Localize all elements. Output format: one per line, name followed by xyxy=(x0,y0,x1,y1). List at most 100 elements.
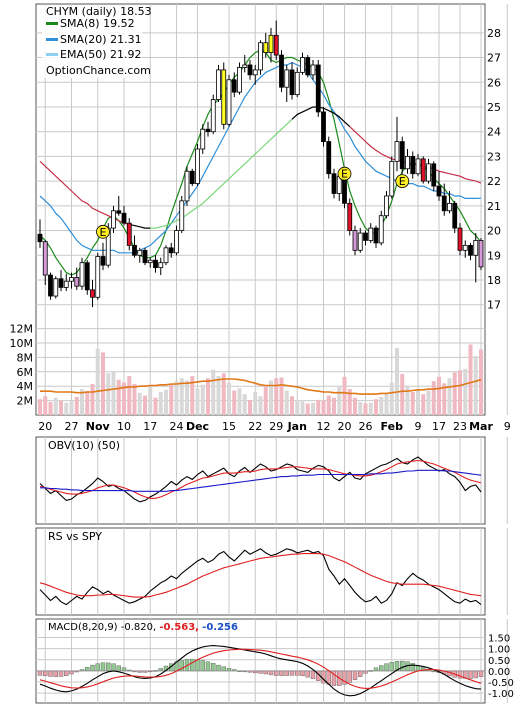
macd-panel xyxy=(35,618,486,704)
volume-bar xyxy=(248,399,252,415)
volume-bar xyxy=(421,394,426,415)
macd-histogram-bar xyxy=(69,670,74,675)
volume-bar xyxy=(468,344,473,415)
candle-body xyxy=(436,185,442,197)
macd-histogram-bar xyxy=(410,663,415,672)
candle-body xyxy=(457,227,463,251)
volume-bar xyxy=(242,394,247,415)
volume-bar xyxy=(332,397,336,415)
x-tick-label: Jan xyxy=(287,420,307,433)
earnings-marker xyxy=(337,166,352,181)
price-tick-label: 21 xyxy=(487,200,501,213)
price-tick-label: 20 xyxy=(487,225,501,238)
volume-bar xyxy=(274,378,279,415)
candle-body xyxy=(189,170,195,184)
volume-bar xyxy=(148,386,153,415)
volume-bar xyxy=(48,402,53,415)
candle-body xyxy=(126,222,132,246)
candle-body xyxy=(363,232,368,241)
volume-bar xyxy=(74,397,79,415)
volume-bar xyxy=(305,403,310,415)
chart-title: CHYM (daily) 18.53 xyxy=(46,5,152,18)
volume-bar xyxy=(279,377,284,415)
candle-body xyxy=(237,67,242,93)
volume-bar xyxy=(374,399,378,415)
candle-body xyxy=(273,34,279,56)
volume-bar xyxy=(127,376,132,415)
candle-body xyxy=(179,200,185,231)
candle-body xyxy=(53,278,59,297)
macd-histogram-bar xyxy=(389,662,394,672)
macd-histogram-bar xyxy=(473,670,478,679)
volume-bar xyxy=(195,388,200,415)
candle-body xyxy=(200,128,206,150)
macd-tick-label: 0.50 xyxy=(488,656,510,667)
candle-body xyxy=(69,277,74,282)
macd-tick-label: -1.00 xyxy=(488,689,514,700)
rs_ma-line xyxy=(39,553,482,598)
candle-body xyxy=(305,57,311,76)
price-tick-label: 23 xyxy=(487,150,501,163)
candle-body xyxy=(315,64,321,113)
candle-body xyxy=(263,42,269,54)
candle-body xyxy=(410,156,416,175)
volume-bar xyxy=(300,401,305,415)
volume-bar xyxy=(143,395,147,415)
candle-body xyxy=(462,244,468,251)
price-tick-label: 18 xyxy=(487,274,501,287)
candle-body xyxy=(147,259,153,264)
candle-body xyxy=(426,163,431,182)
volume-bar xyxy=(342,376,347,415)
volume-bar xyxy=(258,396,263,415)
volume-bar xyxy=(290,396,294,415)
candle-body xyxy=(357,232,363,251)
candle-body xyxy=(310,64,316,76)
candle-body xyxy=(48,274,53,297)
volume-bar xyxy=(284,390,289,415)
candle-body xyxy=(42,241,48,276)
watermark: OptionChance.com xyxy=(46,64,151,77)
macd-histogram-bar xyxy=(457,670,463,679)
candle-body xyxy=(184,170,190,202)
earnings-markers: E E E xyxy=(96,166,410,239)
volume-bar xyxy=(442,383,447,415)
volume-bar xyxy=(447,378,452,415)
candle-body xyxy=(74,277,80,287)
candle-body xyxy=(384,195,389,217)
sma8-legend: SMA(8) 19.52 xyxy=(60,17,135,30)
macd-tick-label: 1.00 xyxy=(488,645,510,656)
candle-body xyxy=(168,247,174,254)
candle-body xyxy=(142,249,148,264)
volume-ma-line xyxy=(40,378,482,395)
candle-body xyxy=(84,262,90,291)
candle-body xyxy=(221,69,227,125)
candle-body xyxy=(300,57,305,73)
price-tick-label: 25 xyxy=(487,101,501,114)
candlesticks xyxy=(37,20,484,308)
volume-tick-label: 10M xyxy=(10,337,34,350)
macd-histogram-bar xyxy=(274,670,279,676)
x-tick-label: 22 xyxy=(248,420,262,433)
volume-bar xyxy=(458,370,462,415)
volume-bar xyxy=(326,395,331,415)
macd-histogram-bar xyxy=(221,666,226,672)
candle-body xyxy=(174,230,179,254)
candle-body xyxy=(116,210,122,214)
rs-panel xyxy=(35,527,486,616)
volume-bar xyxy=(473,355,478,415)
volume-bar xyxy=(295,399,300,415)
volume-bar xyxy=(316,399,321,415)
macd-histogram-bar xyxy=(43,670,48,676)
volume-bar xyxy=(169,384,174,415)
macd-histogram-bar xyxy=(289,670,295,676)
candle-body xyxy=(321,111,326,142)
volume-bar xyxy=(90,384,95,415)
macd-histogram-bar xyxy=(100,662,106,672)
volume-bar xyxy=(153,397,158,415)
macd-tick-label: 0.00 xyxy=(488,667,510,678)
volume-bar xyxy=(101,352,105,415)
candle-body xyxy=(79,262,85,287)
x-tick-label: 9 xyxy=(504,420,511,433)
price-tick-label: 17 xyxy=(487,299,501,312)
